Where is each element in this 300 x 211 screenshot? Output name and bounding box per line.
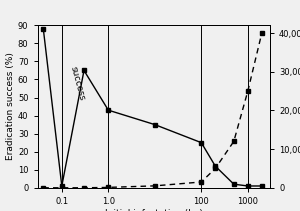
X-axis label: Initial infestation (ha): Initial infestation (ha) <box>105 209 203 211</box>
Y-axis label: Eradication success (%): Eradication success (%) <box>6 53 15 161</box>
Text: success: success <box>69 65 87 101</box>
